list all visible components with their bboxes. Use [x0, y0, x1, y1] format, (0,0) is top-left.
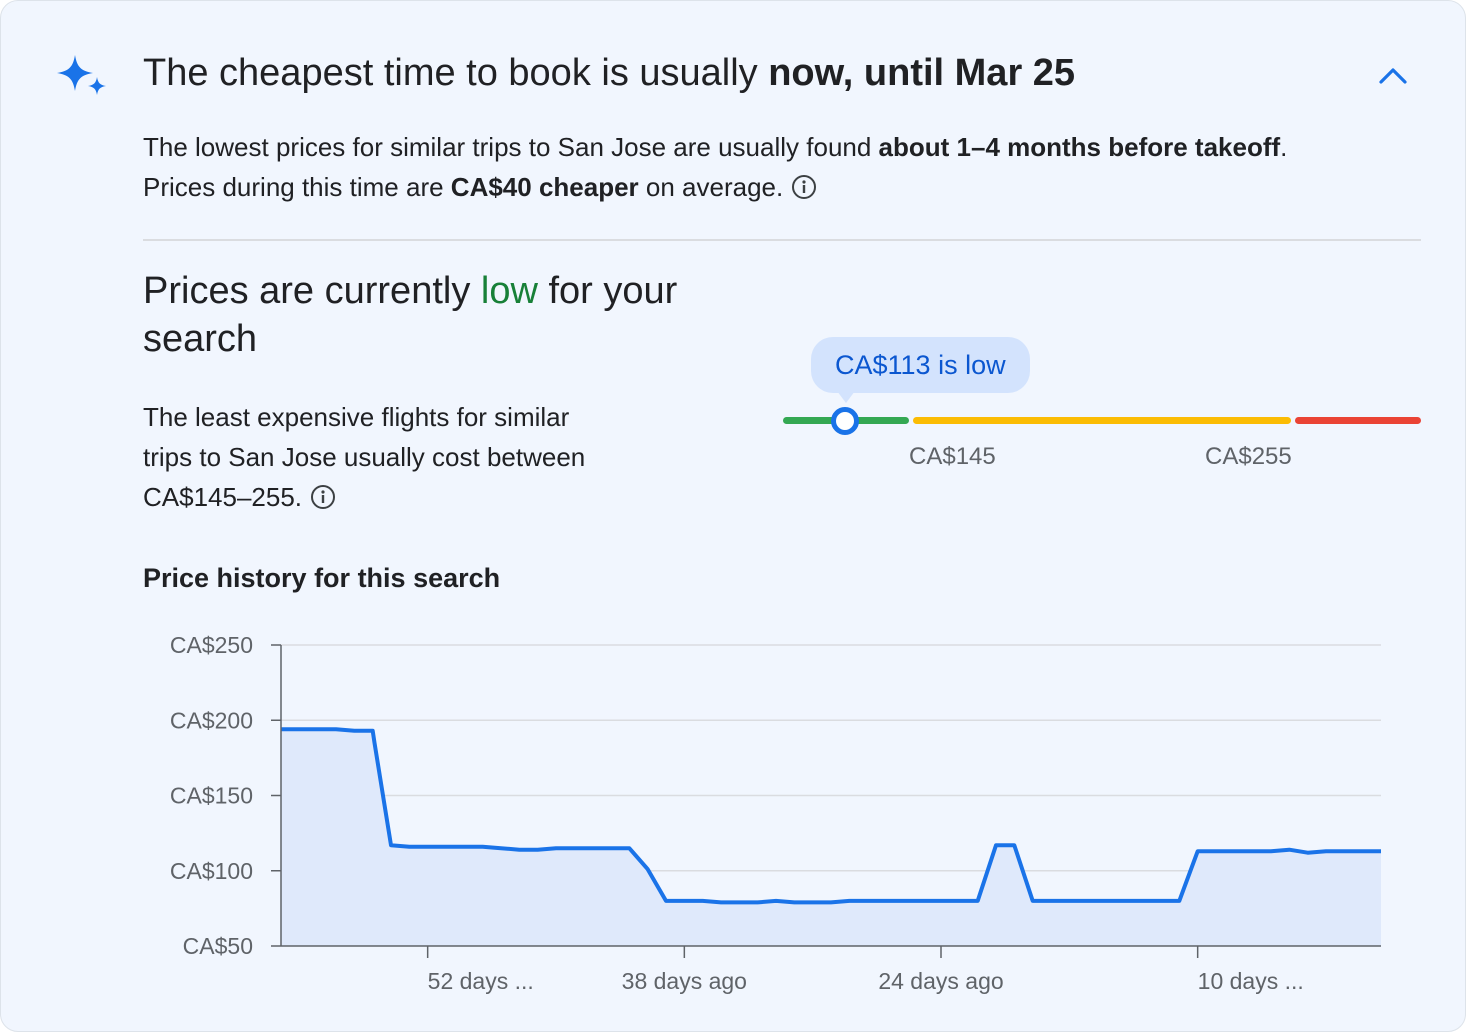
bubble-tail	[837, 391, 855, 403]
price-level-prefix: Prices are currently	[143, 270, 481, 312]
summary-savings: CA$40 cheaper	[450, 172, 639, 202]
x-tick-label: 38 days ago	[622, 968, 747, 994]
collapse-button[interactable]	[1373, 57, 1413, 93]
sparkle-icon	[57, 55, 106, 95]
typical-range-text: The least expensive flights for similar …	[143, 402, 586, 512]
meter-low-threshold-label: CA$145	[909, 443, 996, 470]
price-level-title: Prices are currently low for your search	[143, 267, 703, 363]
summary-text: on average.	[638, 172, 784, 202]
info-icon[interactable]	[791, 171, 817, 211]
meter-high-threshold-label: CA$255	[1205, 443, 1292, 470]
price-meter: CA$113 is low CA$145 CA$255	[781, 337, 1423, 477]
headline-emphasis: now, until Mar 25	[768, 52, 1076, 94]
meter-typical-segment	[913, 417, 1291, 424]
y-tick-label: CA$200	[170, 707, 253, 733]
summary-text: . Prices during this time are	[143, 132, 1288, 202]
x-tick-label: 52 days ...	[428, 968, 534, 994]
price-area	[281, 729, 1381, 946]
booking-advice-summary: The lowest prices for similar trips to S…	[143, 127, 1343, 211]
typical-range-description: The least expensive flights for similar …	[143, 397, 593, 521]
price-history-title: Price history for this search	[143, 563, 501, 593]
y-tick-label: CA$150	[170, 783, 253, 809]
summary-booking-window: about 1–4 months before takeoff	[878, 132, 1281, 162]
current-price-marker	[831, 407, 859, 435]
x-tick-label: 10 days ...	[1198, 968, 1304, 994]
meter-high-segment	[1295, 417, 1421, 424]
chevron-up-icon	[1379, 68, 1407, 84]
current-price-bubble: CA$113 is low	[811, 337, 1030, 393]
x-tick-label: 24 days ago	[878, 968, 1003, 994]
section-divider	[143, 239, 1421, 241]
y-tick-label: CA$50	[183, 933, 253, 959]
price-line	[281, 727, 1381, 905]
y-tick-label: CA$250	[170, 632, 253, 658]
price-history-chart[interactable]: CA$50 CA$100 CA$150 CA$200 CA$250 52 days ...…	[151, 621, 1391, 1011]
headline-prefix: The cheapest time to book is usually	[143, 52, 769, 94]
info-icon[interactable]	[310, 481, 336, 521]
summary-text: The lowest prices for similar trips to S…	[143, 132, 879, 162]
price-level-word: low	[480, 270, 538, 312]
booking-advice-headline: The cheapest time to book is usually now…	[143, 49, 1075, 97]
price-level-suffix: for your search	[143, 270, 678, 360]
y-tick-label: CA$100	[170, 858, 253, 884]
